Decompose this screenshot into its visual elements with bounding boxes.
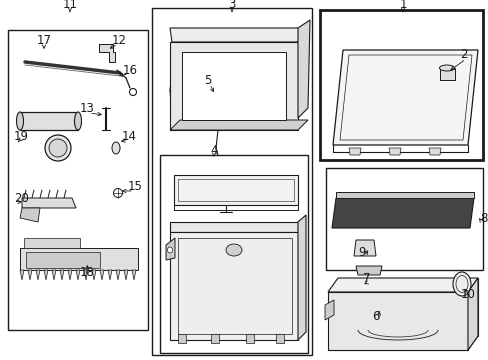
Text: 19: 19 <box>14 130 29 143</box>
Polygon shape <box>99 44 115 62</box>
Polygon shape <box>20 270 24 280</box>
Polygon shape <box>60 270 64 280</box>
Ellipse shape <box>225 244 242 256</box>
Ellipse shape <box>167 247 172 253</box>
Polygon shape <box>22 198 76 208</box>
Text: 8: 8 <box>480 211 487 225</box>
Text: 14: 14 <box>122 130 137 143</box>
Polygon shape <box>165 238 175 260</box>
Polygon shape <box>439 68 454 80</box>
Polygon shape <box>182 52 285 120</box>
Bar <box>178 334 185 343</box>
Polygon shape <box>116 270 120 280</box>
Ellipse shape <box>74 112 81 130</box>
Polygon shape <box>332 50 477 145</box>
Text: 18: 18 <box>80 266 95 279</box>
Polygon shape <box>24 238 80 248</box>
Text: 2: 2 <box>459 49 467 62</box>
Polygon shape <box>52 270 56 280</box>
Ellipse shape <box>49 139 67 157</box>
Polygon shape <box>68 270 72 280</box>
Polygon shape <box>76 270 80 280</box>
Bar <box>160 155 307 353</box>
Polygon shape <box>20 208 40 222</box>
Bar <box>8 30 148 330</box>
Polygon shape <box>44 270 48 280</box>
Polygon shape <box>20 248 138 270</box>
Text: 13: 13 <box>80 103 95 116</box>
Polygon shape <box>327 292 467 350</box>
Text: 9: 9 <box>357 246 365 258</box>
Bar <box>245 334 253 343</box>
Bar <box>319 10 482 160</box>
Polygon shape <box>20 112 78 130</box>
Bar <box>325 168 482 270</box>
Polygon shape <box>348 148 360 155</box>
Polygon shape <box>28 270 32 280</box>
Polygon shape <box>84 270 88 280</box>
Text: 11: 11 <box>62 0 77 12</box>
Text: 6: 6 <box>371 310 379 323</box>
Ellipse shape <box>45 135 71 161</box>
Text: 16: 16 <box>123 63 138 77</box>
Text: 15: 15 <box>128 180 142 194</box>
Polygon shape <box>327 278 477 292</box>
Text: 12: 12 <box>112 33 127 46</box>
Text: 1: 1 <box>398 0 406 12</box>
Polygon shape <box>100 270 104 280</box>
Polygon shape <box>335 192 473 198</box>
Bar <box>152 8 311 355</box>
Polygon shape <box>297 215 305 340</box>
Text: 4: 4 <box>210 144 217 158</box>
Polygon shape <box>170 42 297 130</box>
Polygon shape <box>297 20 309 118</box>
Polygon shape <box>170 120 307 130</box>
Polygon shape <box>36 270 40 280</box>
Polygon shape <box>108 270 112 280</box>
Polygon shape <box>132 270 136 280</box>
Polygon shape <box>26 252 100 268</box>
Polygon shape <box>325 300 333 320</box>
Bar <box>275 334 284 343</box>
Polygon shape <box>388 148 400 155</box>
Text: 3: 3 <box>228 0 235 12</box>
Polygon shape <box>331 198 473 228</box>
Ellipse shape <box>452 272 470 296</box>
Polygon shape <box>170 232 297 340</box>
Bar <box>178 238 291 334</box>
Text: 7: 7 <box>362 271 370 284</box>
Polygon shape <box>353 240 375 256</box>
Ellipse shape <box>112 142 120 154</box>
Ellipse shape <box>17 112 23 130</box>
Polygon shape <box>92 270 96 280</box>
Polygon shape <box>174 175 297 205</box>
Polygon shape <box>467 278 477 350</box>
Polygon shape <box>355 266 381 275</box>
Ellipse shape <box>439 65 453 71</box>
Text: 17: 17 <box>37 33 51 46</box>
Polygon shape <box>124 270 128 280</box>
Polygon shape <box>170 28 299 42</box>
Bar <box>210 334 219 343</box>
Polygon shape <box>428 148 440 155</box>
Text: 20: 20 <box>14 192 29 204</box>
Text: 5: 5 <box>203 73 211 86</box>
Polygon shape <box>170 222 297 232</box>
Text: 10: 10 <box>460 288 475 301</box>
